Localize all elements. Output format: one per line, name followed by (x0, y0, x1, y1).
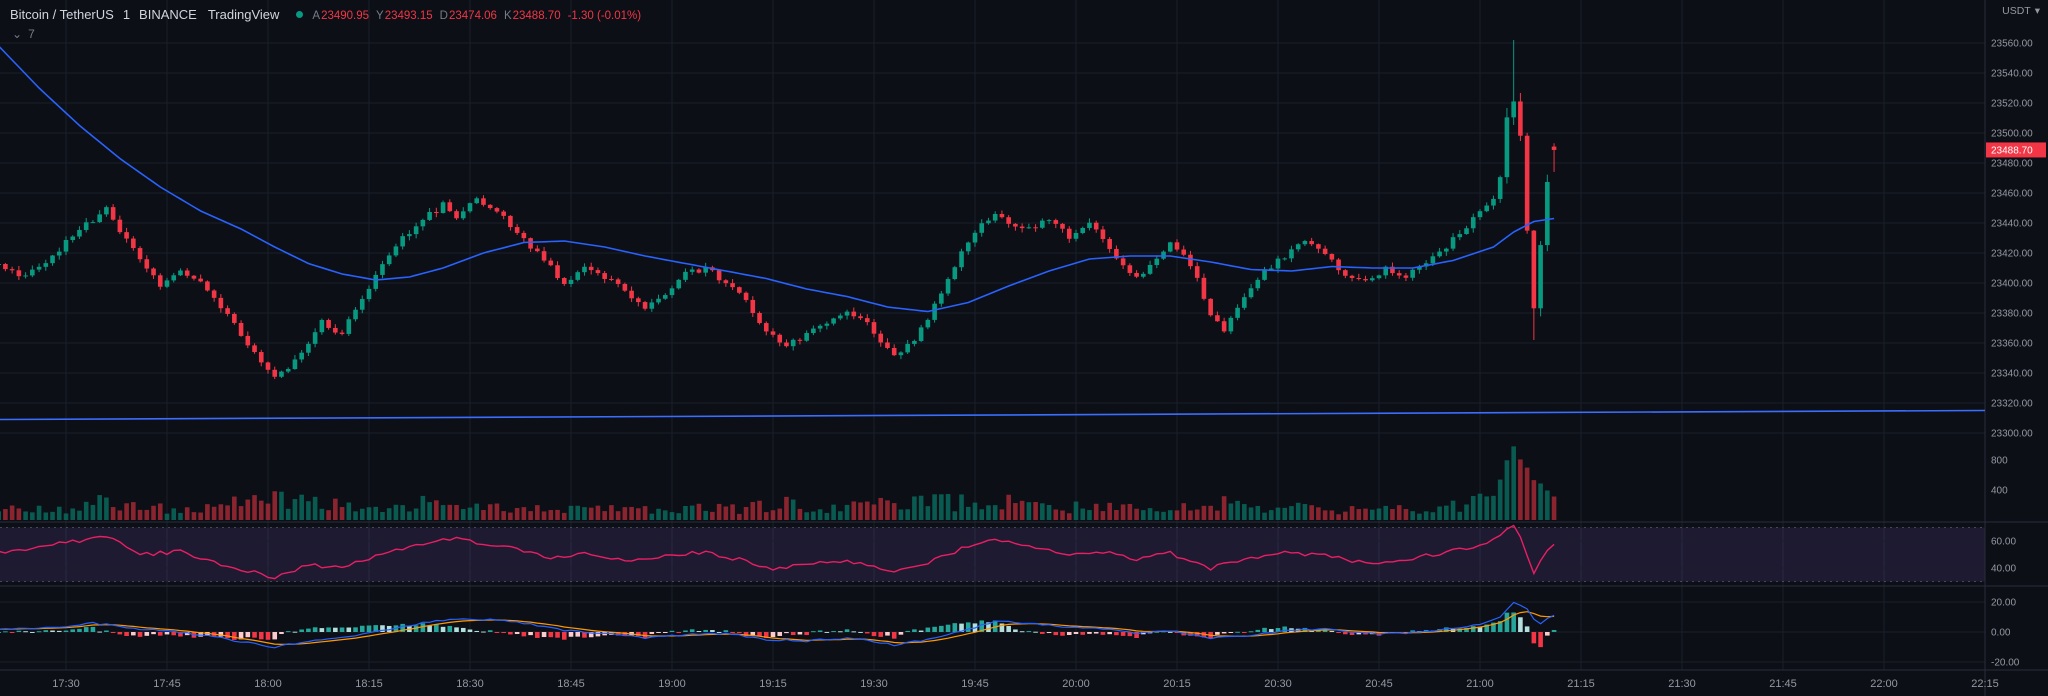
high-value: 23493.15 (384, 10, 433, 22)
currency-label: USDT (2002, 5, 2031, 17)
macd-line (0, 601, 1555, 649)
symbol-title[interactable]: Bitcoin / TetherUS (10, 7, 114, 22)
svg-text:60.00: 60.00 (1991, 537, 2016, 548)
change-value: -1.30 (-0.01%) (567, 10, 642, 22)
svg-text:19:45: 19:45 (961, 678, 989, 690)
macd-signal-line (0, 611, 1555, 646)
trendline[interactable] (0, 409, 1986, 421)
svg-text:18:00: 18:00 (254, 678, 282, 690)
last-price-tag: 23488.70 (1986, 142, 2046, 158)
svg-text:18:30: 18:30 (456, 678, 484, 690)
svg-text:23520.00: 23520.00 (1991, 99, 2033, 110)
interval-label[interactable]: 1 (122, 7, 131, 22)
svg-text:18:45: 18:45 (557, 678, 585, 690)
svg-text:23300.00: 23300.00 (1991, 429, 2033, 440)
open-value: 23490.95 (321, 10, 370, 22)
svg-text:23440.00: 23440.00 (1991, 219, 2033, 230)
svg-text:23540.00: 23540.00 (1991, 69, 2033, 80)
svg-text:20:15: 20:15 (1163, 678, 1191, 690)
indicators-count: 7 (28, 27, 35, 41)
indicators-toggle[interactable]: ⌄ 7 (12, 27, 35, 41)
svg-text:20.00: 20.00 (1991, 598, 2016, 609)
svg-text:800: 800 (1991, 456, 2008, 467)
svg-text:20:00: 20:00 (1062, 678, 1090, 690)
close-value: 23488.70 (512, 10, 561, 22)
tradingview-logo[interactable]: TradingView (207, 7, 280, 22)
svg-text:17:45: 17:45 (153, 678, 181, 690)
ohlc-values: A23490.95 Y23493.15 D23474.06 K23488.70 … (312, 10, 641, 22)
grid-layer (0, 0, 1986, 670)
svg-text:23400.00: 23400.00 (1991, 279, 2033, 290)
svg-text:23560.00: 23560.00 (1991, 39, 2033, 50)
low-value: 23474.06 (448, 10, 497, 22)
open-field: A23490.95 (312, 10, 369, 22)
svg-text:19:15: 19:15 (759, 678, 787, 690)
open-label: A (312, 10, 321, 22)
close-label: K (503, 10, 512, 22)
high-field: Y23493.15 (376, 10, 433, 22)
currency-dropdown[interactable]: USDT ▾ (2002, 5, 2040, 17)
low-label: D (439, 10, 448, 22)
rsi-band (0, 527, 1985, 582)
svg-text:19:30: 19:30 (860, 678, 888, 690)
svg-text:40.00: 40.00 (1991, 564, 2016, 575)
svg-text:19:00: 19:00 (658, 678, 686, 690)
symbol-legend: Bitcoin / TetherUS 1 BINANCE TradingView… (10, 7, 641, 22)
svg-text:20:30: 20:30 (1264, 678, 1292, 690)
svg-text:18:15: 18:15 (355, 678, 383, 690)
svg-text:23320.00: 23320.00 (1991, 399, 2033, 410)
svg-text:21:30: 21:30 (1668, 678, 1696, 690)
svg-text:23488.70: 23488.70 (1991, 145, 2033, 156)
market-status-dot (296, 11, 304, 18)
svg-text:23380.00: 23380.00 (1991, 309, 2033, 320)
svg-text:22:00: 22:00 (1870, 678, 1898, 690)
svg-text:21:00: 21:00 (1466, 678, 1494, 690)
svg-text:-20.00: -20.00 (1991, 658, 2020, 669)
svg-text:22:15: 22:15 (1971, 678, 1999, 690)
chevron-down-icon: ⌄ (12, 27, 23, 41)
caret-down-icon: ▾ (2034, 5, 2040, 17)
rsi-line (0, 524, 1555, 580)
svg-text:23500.00: 23500.00 (1991, 129, 2033, 140)
svg-text:21:45: 21:45 (1769, 678, 1797, 690)
svg-text:23420.00: 23420.00 (1991, 249, 2033, 260)
low-field: D23474.06 (440, 10, 497, 22)
svg-text:21:15: 21:15 (1567, 678, 1595, 690)
candles-layer (0, 40, 1557, 380)
svg-text:23460.00: 23460.00 (1991, 189, 2033, 200)
svg-text:400: 400 (1991, 486, 2008, 497)
time-axis[interactable]: 17:30 17:45 18:00 18:15 18:30 18:45 19:00 19:15… (52, 678, 1999, 690)
svg-text:20:45: 20:45 (1365, 678, 1393, 690)
exchange-label: BINANCE (139, 7, 197, 22)
high-label: Y (376, 10, 384, 22)
svg-text:23340.00: 23340.00 (1991, 369, 2033, 380)
volume-layer (0, 446, 1557, 520)
price-axis[interactable]: 23560.00 23540.00 23520.00 23500.00 23480.00… (1991, 39, 2033, 669)
svg-text:23480.00: 23480.00 (1991, 159, 2033, 170)
svg-text:23360.00: 23360.00 (1991, 339, 2033, 350)
svg-text:17:30: 17:30 (52, 678, 80, 690)
ma-line (0, 46, 1555, 313)
svg-text:0.00: 0.00 (1991, 628, 2011, 639)
close-field: K23488.70 (504, 10, 561, 22)
